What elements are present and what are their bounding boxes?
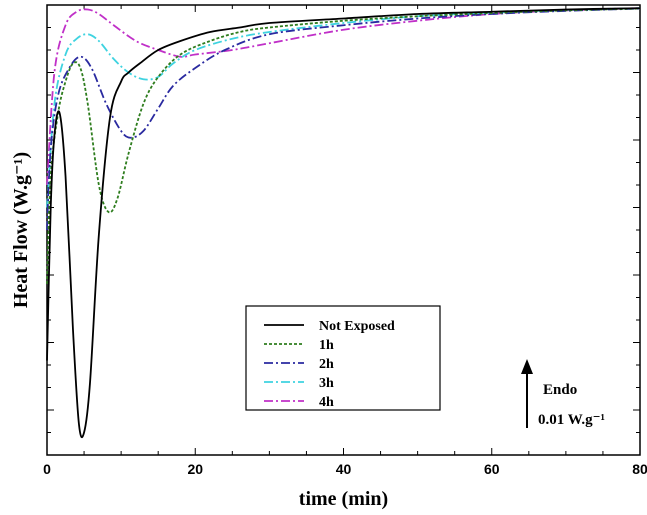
scale-label: 0.01 W.g⁻¹ bbox=[538, 412, 605, 428]
series-line-4h bbox=[46, 7, 641, 186]
legend-label: 3h bbox=[319, 376, 334, 391]
series-lines bbox=[46, 7, 641, 439]
x-axis-label: time (min) bbox=[299, 488, 388, 510]
endo-label: Endo bbox=[543, 382, 577, 398]
series-line-2h bbox=[46, 7, 641, 231]
x-tick-label: 60 bbox=[484, 461, 500, 477]
x-tick-label: 0 bbox=[43, 461, 51, 477]
up-arrow-icon bbox=[521, 359, 533, 374]
legend-label: 4h bbox=[319, 395, 334, 410]
x-tick-label: 80 bbox=[632, 461, 647, 477]
y-axis-label: Heat Flow (W.g⁻¹) bbox=[10, 152, 32, 308]
x-tick-label: 40 bbox=[336, 461, 352, 477]
endo-annotation: Endo 0.01 W.g⁻¹ bbox=[521, 359, 605, 428]
legend-label: 2h bbox=[319, 357, 334, 372]
series-line-3h bbox=[46, 7, 641, 208]
series-line-1h bbox=[46, 7, 641, 285]
legend-label: 1h bbox=[319, 338, 334, 353]
series-line-not-exposed bbox=[46, 7, 641, 439]
legend-box bbox=[245, 305, 441, 411]
axis-ticks bbox=[46, 4, 641, 456]
x-tick-label: 20 bbox=[187, 461, 203, 477]
legend-label: Not Exposed bbox=[319, 319, 395, 334]
x-tick-labels: 0 20 40 60 80 bbox=[43, 461, 647, 477]
legend: Not Exposed 1h 2h 3h 4h bbox=[245, 305, 441, 411]
